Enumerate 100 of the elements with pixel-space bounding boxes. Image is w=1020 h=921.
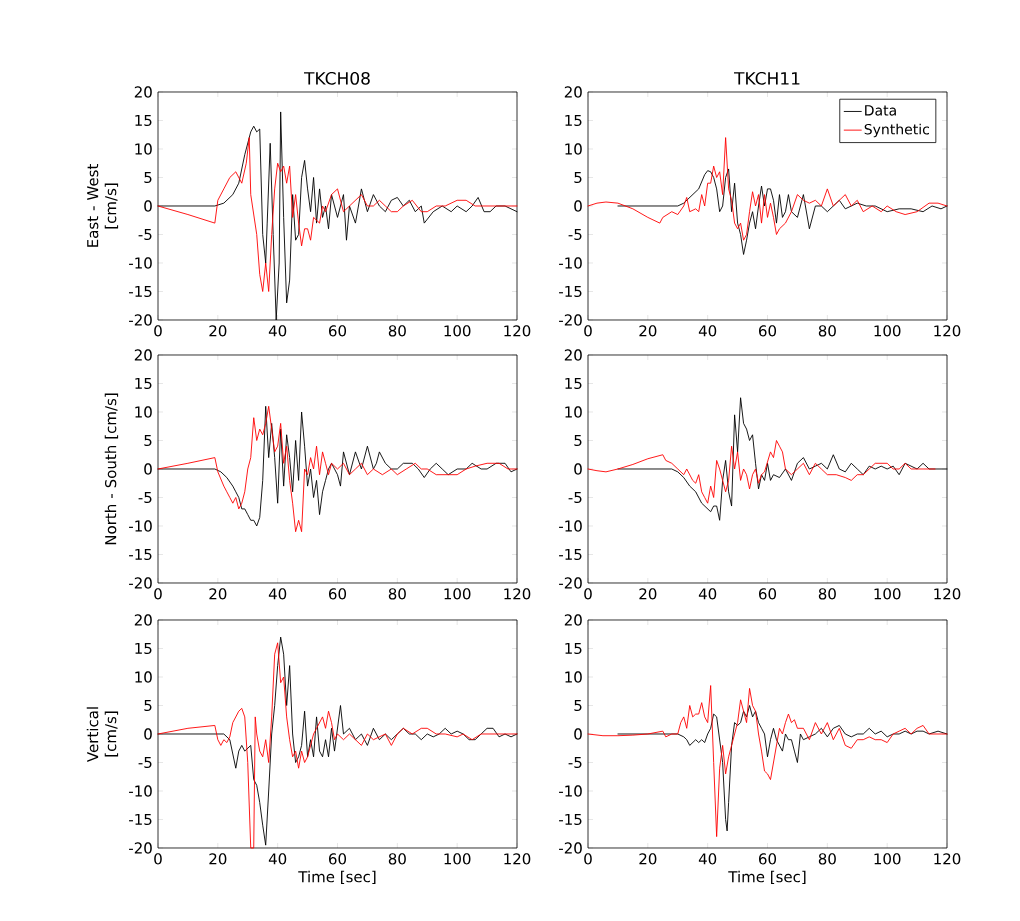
y-tick-label: 20 [134, 614, 152, 626]
y-tick-label: -20 [559, 314, 582, 326]
y-tick-label: 0 [574, 200, 582, 212]
y-tick-label: -20 [559, 577, 582, 589]
y-tick-label: 5 [144, 171, 152, 184]
x-tick-label: 120 [934, 325, 961, 337]
x-tick-label: 0 [154, 588, 162, 600]
y-tick-label: 0 [144, 200, 152, 212]
x-tick-label: 60 [329, 853, 347, 865]
x-tick-label: 40 [698, 853, 717, 865]
y-tick-label: 20 [134, 349, 152, 361]
y-tick-label: -5 [138, 491, 152, 504]
y-axis-title: East - West [cm/s] [87, 164, 119, 247]
legend-label: Data [865, 105, 896, 116]
y-tick-label: 15 [565, 114, 582, 127]
y-tick-label: -20 [559, 842, 582, 854]
x-tick-label: 100 [444, 853, 471, 865]
y-tick-label: 15 [565, 642, 582, 655]
y-tick-label: 20 [564, 614, 582, 626]
y-tick-label: 5 [144, 434, 152, 447]
y-tick-label: -10 [559, 520, 582, 532]
x-tick-label: 60 [759, 588, 777, 600]
x-tick-label: 0 [154, 853, 162, 865]
x-axis-title: Time [sec] [298, 870, 376, 885]
x-tick-label: 80 [818, 588, 836, 600]
y-tick-label: 20 [134, 86, 152, 98]
y-tick-label: -5 [138, 756, 152, 769]
chart-title: TKCH11 [734, 71, 800, 85]
y-tick-label: -10 [559, 785, 582, 797]
x-tick-label: 80 [818, 325, 836, 337]
x-tick-label: 20 [639, 325, 657, 337]
y-tick-label: -20 [129, 842, 152, 854]
y-tick-label: -15 [129, 813, 152, 826]
y-tick-label: -10 [129, 257, 152, 269]
x-tick-label: 80 [388, 325, 406, 337]
x-tick-label: 0 [154, 325, 162, 337]
x-tick-label: 20 [639, 588, 657, 600]
y-tick-label: 15 [135, 642, 152, 655]
y-tick-label: -10 [129, 785, 152, 797]
x-tick-label: 80 [818, 853, 836, 865]
x-tick-label: 100 [874, 853, 901, 865]
y-tick-label: 0 [574, 463, 582, 475]
x-tick-label: 20 [209, 588, 227, 600]
y-tick-label: -5 [568, 491, 582, 504]
y-tick-label: 10 [135, 671, 152, 683]
y-tick-label: -15 [129, 548, 152, 561]
y-tick-label: -20 [129, 314, 152, 326]
y-tick-label: -10 [129, 520, 152, 532]
x-tick-label: 20 [209, 325, 227, 337]
x-tick-label: 40 [268, 853, 287, 865]
x-tick-label: 0 [584, 325, 592, 337]
y-tick-label: 20 [564, 86, 582, 98]
y-tick-label: 10 [565, 671, 582, 683]
x-tick-label: 20 [639, 853, 657, 865]
x-tick-label: 60 [329, 588, 347, 600]
y-tick-label: 15 [135, 377, 152, 390]
y-tick-label: -5 [138, 228, 152, 241]
y-axis-title: Vertical [cm/s] [86, 707, 119, 762]
y-tick-label: -5 [568, 756, 582, 769]
x-tick-label: 100 [874, 325, 901, 337]
y-tick-label: -15 [559, 285, 582, 298]
y-axis-title: North - South [cm/s] [104, 393, 119, 545]
x-tick-label: 60 [329, 325, 347, 337]
x-tick-label: 100 [444, 588, 471, 600]
x-tick-label: 40 [268, 588, 287, 600]
y-tick-label: 0 [144, 728, 152, 740]
x-tick-label: 60 [759, 325, 777, 337]
y-tick-label: 5 [574, 699, 582, 712]
y-tick-label: 15 [135, 114, 152, 127]
y-tick-label: -20 [129, 577, 152, 589]
x-tick-label: 20 [209, 853, 227, 865]
x-axis-title: Time [sec] [728, 870, 806, 885]
x-tick-label: 120 [504, 853, 531, 865]
x-tick-label: 100 [444, 325, 471, 337]
y-tick-label: 10 [565, 406, 582, 418]
x-tick-label: 40 [698, 325, 717, 337]
y-tick-label: -5 [568, 228, 582, 241]
x-tick-label: 120 [504, 588, 531, 600]
x-tick-label: 120 [504, 325, 531, 337]
y-tick-label: -15 [559, 813, 582, 826]
x-tick-label: 120 [934, 588, 961, 600]
y-tick-label: 5 [574, 434, 582, 447]
x-tick-label: 0 [584, 588, 592, 600]
y-tick-label: 0 [144, 463, 152, 475]
x-tick-label: 0 [584, 853, 592, 865]
x-tick-label: 40 [268, 325, 287, 337]
y-tick-label: -10 [559, 257, 582, 269]
legend-label: Synthetic [864, 123, 929, 138]
chart-title: TKCH08 [304, 71, 370, 85]
x-tick-label: 80 [388, 588, 406, 600]
y-tick-label: 10 [565, 143, 582, 155]
y-tick-label: -15 [129, 285, 152, 298]
y-tick-label: 15 [565, 377, 582, 390]
y-tick-label: 10 [135, 143, 152, 155]
y-tick-label: -15 [559, 548, 582, 561]
x-tick-label: 120 [934, 853, 961, 865]
y-tick-label: 20 [564, 349, 582, 361]
x-tick-label: 60 [759, 853, 777, 865]
y-tick-label: 0 [574, 728, 582, 740]
y-tick-label: 5 [574, 171, 582, 184]
